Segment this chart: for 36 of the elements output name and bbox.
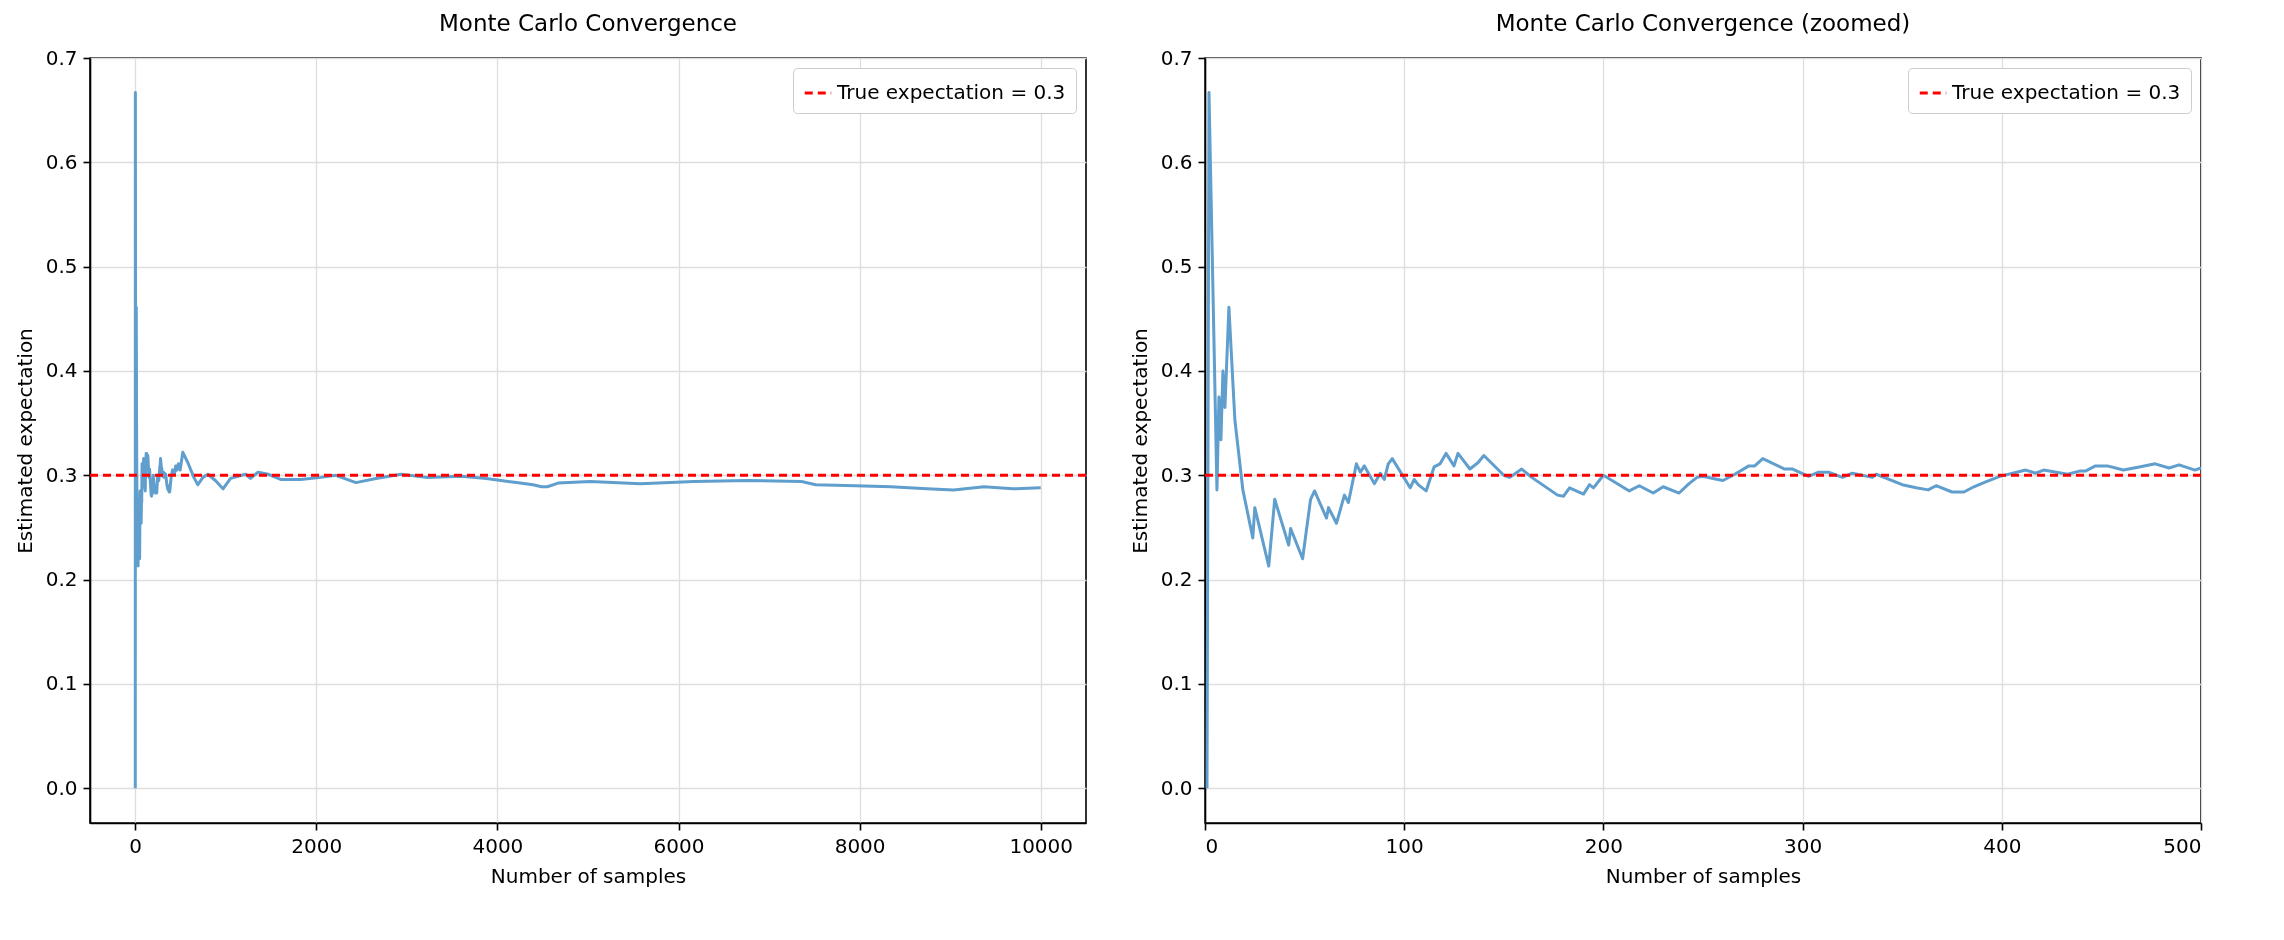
x-tick-label: 0 (1205, 833, 1219, 858)
y-axis-title: Estimated expectation (12, 328, 37, 554)
chart-title: Monte Carlo Convergence (zoomed) (1495, 10, 1911, 36)
y-tick-label: 0.3 (45, 462, 78, 487)
y-tick-label: 0.2 (1160, 567, 1193, 592)
x-tick-label: 0 (129, 833, 143, 858)
x-tick-label: 10000 (1009, 833, 1074, 858)
y-tick-label: 0.6 (45, 149, 78, 174)
x-tick-label: 400 (1983, 833, 2022, 858)
x-tick-label: 100 (1385, 833, 1424, 858)
y-tick-label: 0.4 (45, 358, 78, 383)
chart-title: Monte Carlo Convergence (438, 10, 738, 36)
y-tick-label: 0.1 (1160, 671, 1193, 696)
legend-label: True expectation = 0.3 (1951, 80, 2181, 104)
y-tick-label: 0.3 (1160, 462, 1193, 487)
x-axis-title: Number of samples (490, 863, 687, 888)
x-tick-label: 8000 (834, 833, 886, 858)
x-tick-label: 200 (1584, 833, 1623, 858)
y-tick-label: 0.0 (1160, 775, 1193, 800)
x-tick-label: 2000 (291, 833, 343, 858)
y-tick-label: 0.0 (45, 775, 78, 800)
y-tick-label: 0.1 (45, 671, 78, 696)
y-tick-label: 0.2 (45, 567, 78, 592)
y-tick-label: 0.5 (1160, 254, 1193, 279)
y-tick-label: 0.7 (45, 45, 78, 70)
y-axis-title: Estimated expectation (1127, 328, 1152, 554)
y-tick-label: 0.5 (45, 254, 78, 279)
x-tick-label: 500 (2163, 833, 2202, 858)
x-tick-label: 6000 (653, 833, 705, 858)
x-tick-label: 4000 (472, 833, 524, 858)
x-axis-title: Number of samples (1605, 863, 1802, 888)
y-tick-label: 0.7 (1160, 45, 1193, 70)
y-tick-label: 0.6 (1160, 149, 1193, 174)
x-tick-label: 300 (1784, 833, 1823, 858)
y-tick-label: 0.4 (1160, 358, 1193, 383)
legend-label: True expectation = 0.3 (836, 80, 1066, 104)
